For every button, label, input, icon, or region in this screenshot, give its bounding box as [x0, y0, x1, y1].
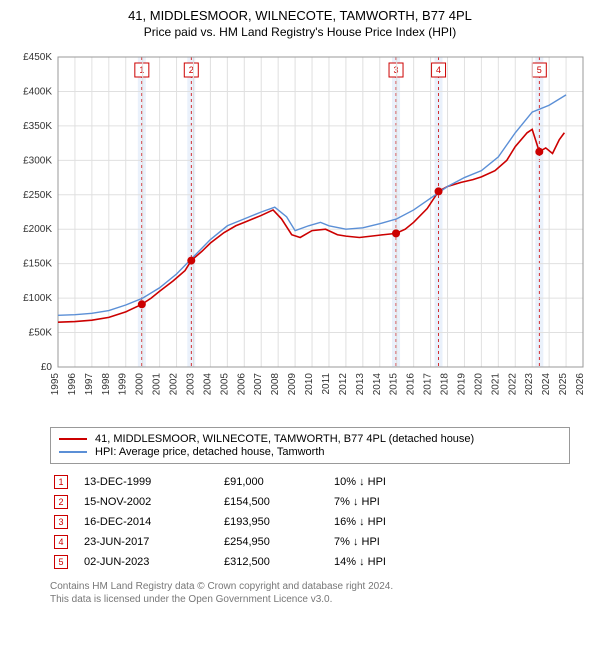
svg-text:2025: 2025 — [558, 373, 569, 396]
svg-text:2010: 2010 — [304, 373, 315, 396]
svg-text:5: 5 — [537, 65, 542, 75]
legend-swatch — [59, 451, 87, 453]
svg-text:£100K: £100K — [23, 293, 52, 304]
svg-text:2002: 2002 — [169, 373, 180, 396]
legend-label: 41, MIDDLESMOOR, WILNECOTE, TAMWORTH, B7… — [95, 433, 474, 445]
svg-text:3: 3 — [394, 65, 399, 75]
legend-item: 41, MIDDLESMOOR, WILNECOTE, TAMWORTH, B7… — [59, 433, 561, 445]
svg-text:1996: 1996 — [67, 373, 78, 396]
svg-text:2011: 2011 — [321, 373, 332, 395]
svg-text:£0: £0 — [41, 362, 53, 373]
svg-text:2015: 2015 — [389, 373, 400, 396]
svg-text:2013: 2013 — [355, 373, 366, 396]
svg-text:4: 4 — [436, 65, 441, 75]
chart-title: 41, MIDDLESMOOR, WILNECOTE, TAMWORTH, B7… — [10, 8, 590, 23]
chart-subtitle: Price paid vs. HM Land Registry's House … — [10, 25, 590, 39]
events-table: 1 13-DEC-1999£91,00010% ↓ HPI 2 15-NOV-2002… — [50, 472, 570, 572]
chart-plot-area: 12345£0£50K£100K£150K£200K£250K£300K£350… — [10, 47, 590, 417]
svg-text:2001: 2001 — [152, 373, 163, 396]
svg-text:2003: 2003 — [185, 373, 196, 396]
event-row: 1 13-DEC-1999£91,00010% ↓ HPI — [50, 472, 570, 492]
event-delta: 7% ↓ HPI — [330, 492, 570, 512]
svg-text:2026: 2026 — [575, 373, 586, 396]
svg-text:2021: 2021 — [490, 373, 501, 396]
event-price: £312,500 — [220, 552, 330, 572]
event-price: £254,950 — [220, 532, 330, 552]
svg-text:£150K: £150K — [23, 259, 52, 270]
svg-text:1998: 1998 — [101, 373, 112, 396]
svg-text:2016: 2016 — [406, 373, 417, 396]
svg-text:1995: 1995 — [50, 373, 61, 396]
svg-text:1: 1 — [139, 65, 144, 75]
event-date: 15-NOV-2002 — [80, 492, 220, 512]
legend: 41, MIDDLESMOOR, WILNECOTE, TAMWORTH, B7… — [50, 427, 570, 464]
event-row: 5 02-JUN-2023£312,50014% ↓ HPI — [50, 552, 570, 572]
svg-text:2014: 2014 — [372, 373, 383, 396]
event-marker: 2 — [54, 495, 68, 509]
svg-text:2005: 2005 — [219, 373, 230, 396]
svg-text:2023: 2023 — [524, 373, 535, 396]
line-chart-svg: 12345£0£50K£100K£150K£200K£250K£300K£350… — [10, 47, 590, 417]
svg-text:2000: 2000 — [135, 373, 146, 396]
svg-text:£350K: £350K — [23, 121, 52, 132]
svg-text:£250K: £250K — [23, 190, 52, 201]
svg-text:£300K: £300K — [23, 155, 52, 166]
svg-text:2006: 2006 — [236, 373, 247, 396]
footer-line: Contains HM Land Registry data © Crown c… — [50, 580, 570, 593]
event-price: £91,000 — [220, 472, 330, 492]
svg-text:1999: 1999 — [118, 373, 129, 396]
legend-swatch — [59, 438, 87, 440]
svg-text:2018: 2018 — [440, 373, 451, 396]
svg-text:2022: 2022 — [507, 373, 518, 396]
event-date: 13-DEC-1999 — [80, 472, 220, 492]
event-row: 3 16-DEC-2014£193,95016% ↓ HPI — [50, 512, 570, 532]
svg-text:2007: 2007 — [253, 373, 264, 396]
svg-text:2004: 2004 — [202, 373, 213, 396]
footer-attribution: Contains HM Land Registry data © Crown c… — [50, 580, 570, 606]
event-date: 23-JUN-2017 — [80, 532, 220, 552]
svg-text:£200K: £200K — [23, 224, 52, 235]
svg-text:1997: 1997 — [84, 373, 95, 396]
svg-text:2017: 2017 — [423, 373, 434, 396]
event-price: £154,500 — [220, 492, 330, 512]
svg-text:£400K: £400K — [23, 86, 52, 97]
svg-text:2020: 2020 — [473, 373, 484, 396]
svg-text:2024: 2024 — [541, 373, 552, 396]
legend-label: HPI: Average price, detached house, Tamw… — [95, 446, 325, 458]
event-price: £193,950 — [220, 512, 330, 532]
event-row: 2 15-NOV-2002£154,5007% ↓ HPI — [50, 492, 570, 512]
event-marker: 5 — [54, 555, 68, 569]
svg-text:£450K: £450K — [23, 52, 52, 63]
event-row: 4 23-JUN-2017£254,9507% ↓ HPI — [50, 532, 570, 552]
event-delta: 10% ↓ HPI — [330, 472, 570, 492]
event-date: 16-DEC-2014 — [80, 512, 220, 532]
event-date: 02-JUN-2023 — [80, 552, 220, 572]
event-marker: 3 — [54, 515, 68, 529]
event-delta: 14% ↓ HPI — [330, 552, 570, 572]
svg-text:2012: 2012 — [338, 373, 349, 396]
chart-container: 41, MIDDLESMOOR, WILNECOTE, TAMWORTH, B7… — [0, 0, 600, 614]
svg-text:2008: 2008 — [270, 373, 281, 396]
event-marker: 1 — [54, 475, 68, 489]
svg-text:£50K: £50K — [29, 328, 53, 339]
event-marker: 4 — [54, 535, 68, 549]
event-delta: 16% ↓ HPI — [330, 512, 570, 532]
footer-line: This data is licensed under the Open Gov… — [50, 593, 570, 606]
legend-item: HPI: Average price, detached house, Tamw… — [59, 446, 561, 458]
svg-text:2009: 2009 — [287, 373, 298, 396]
event-delta: 7% ↓ HPI — [330, 532, 570, 552]
svg-text:2019: 2019 — [456, 373, 467, 396]
